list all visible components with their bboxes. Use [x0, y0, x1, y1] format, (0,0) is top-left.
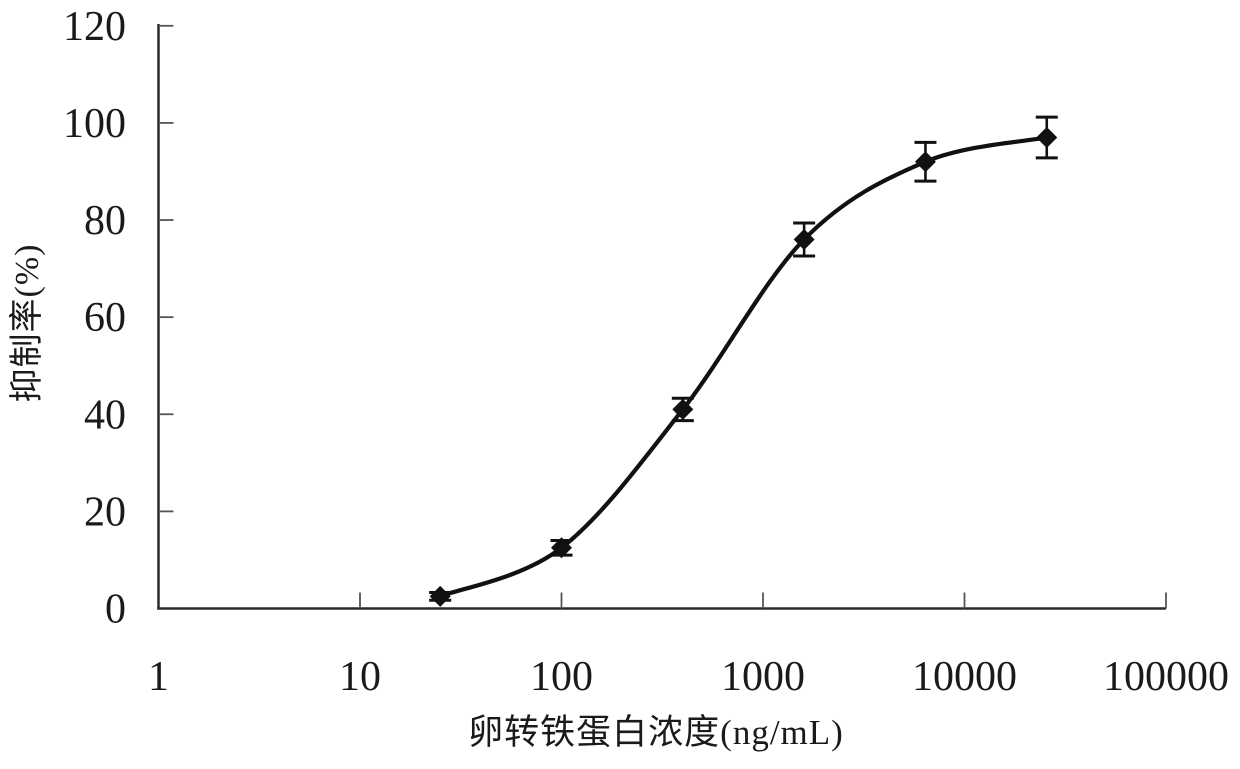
y-axis-title: 抑制率(%) [9, 243, 46, 403]
x-tick-label: 100000 [1103, 654, 1229, 700]
x-tick-label: 1000 [721, 654, 805, 700]
y-tick-label: 40 [84, 392, 126, 438]
data-curve [438, 135, 1049, 599]
y-tick-label: 20 [84, 489, 126, 535]
data-point-marker [1036, 126, 1058, 148]
data-point-marker [793, 228, 815, 250]
y-tick-label: 0 [105, 587, 126, 633]
data-point-marker [672, 398, 694, 420]
data-point-marker [551, 537, 572, 559]
x-tick-label: 10000 [912, 654, 1017, 700]
data-point-marker [914, 151, 936, 173]
x-tick-label: 10 [339, 654, 381, 700]
x-tick-label: 100 [530, 654, 593, 700]
x-axis-title: 卵转铁蛋白浓度(ng/mL) [468, 713, 844, 752]
data-point-marker [429, 585, 451, 607]
y-tick-label: 100 [63, 101, 126, 147]
x-tick-label: 1 [148, 654, 169, 700]
y-tick-label: 120 [63, 4, 126, 50]
y-tick-label: 60 [84, 295, 126, 341]
y-tick-label: 80 [84, 198, 126, 244]
